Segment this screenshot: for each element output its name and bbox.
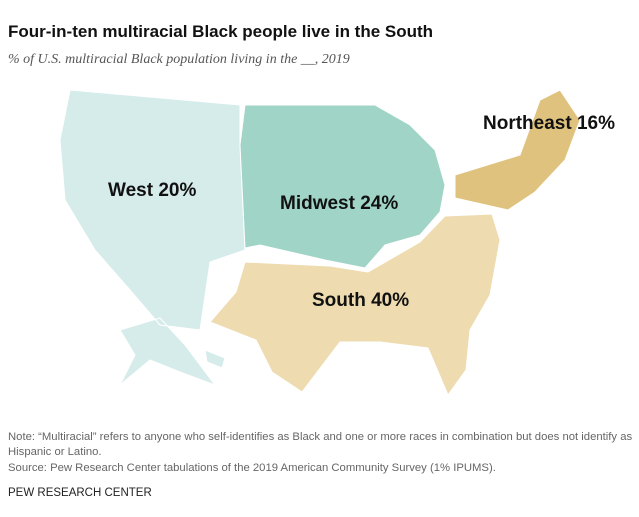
region-label: South 40% (312, 290, 409, 311)
map: West 20% Midwest 24% Northeast 16% South… (59, 89, 615, 397)
region-west (59, 89, 246, 387)
subtitle: % of U.S. multiracial Black population l… (8, 52, 350, 67)
region-label: Northeast 16% (483, 113, 615, 134)
region-label: Midwest 24% (280, 193, 398, 214)
region-northeast (454, 89, 581, 211)
region-midwest (239, 104, 446, 269)
region-south (209, 213, 501, 397)
source: Source: Pew Research Center tabulations … (8, 462, 496, 474)
credit: PEW RESEARCH CENTER (8, 487, 152, 499)
note: Note: “Multiracial” refers to anyone who… (8, 431, 633, 458)
region-label: West 20% (108, 180, 196, 201)
title: Four-in-ten multiracial Black people liv… (8, 22, 434, 41)
